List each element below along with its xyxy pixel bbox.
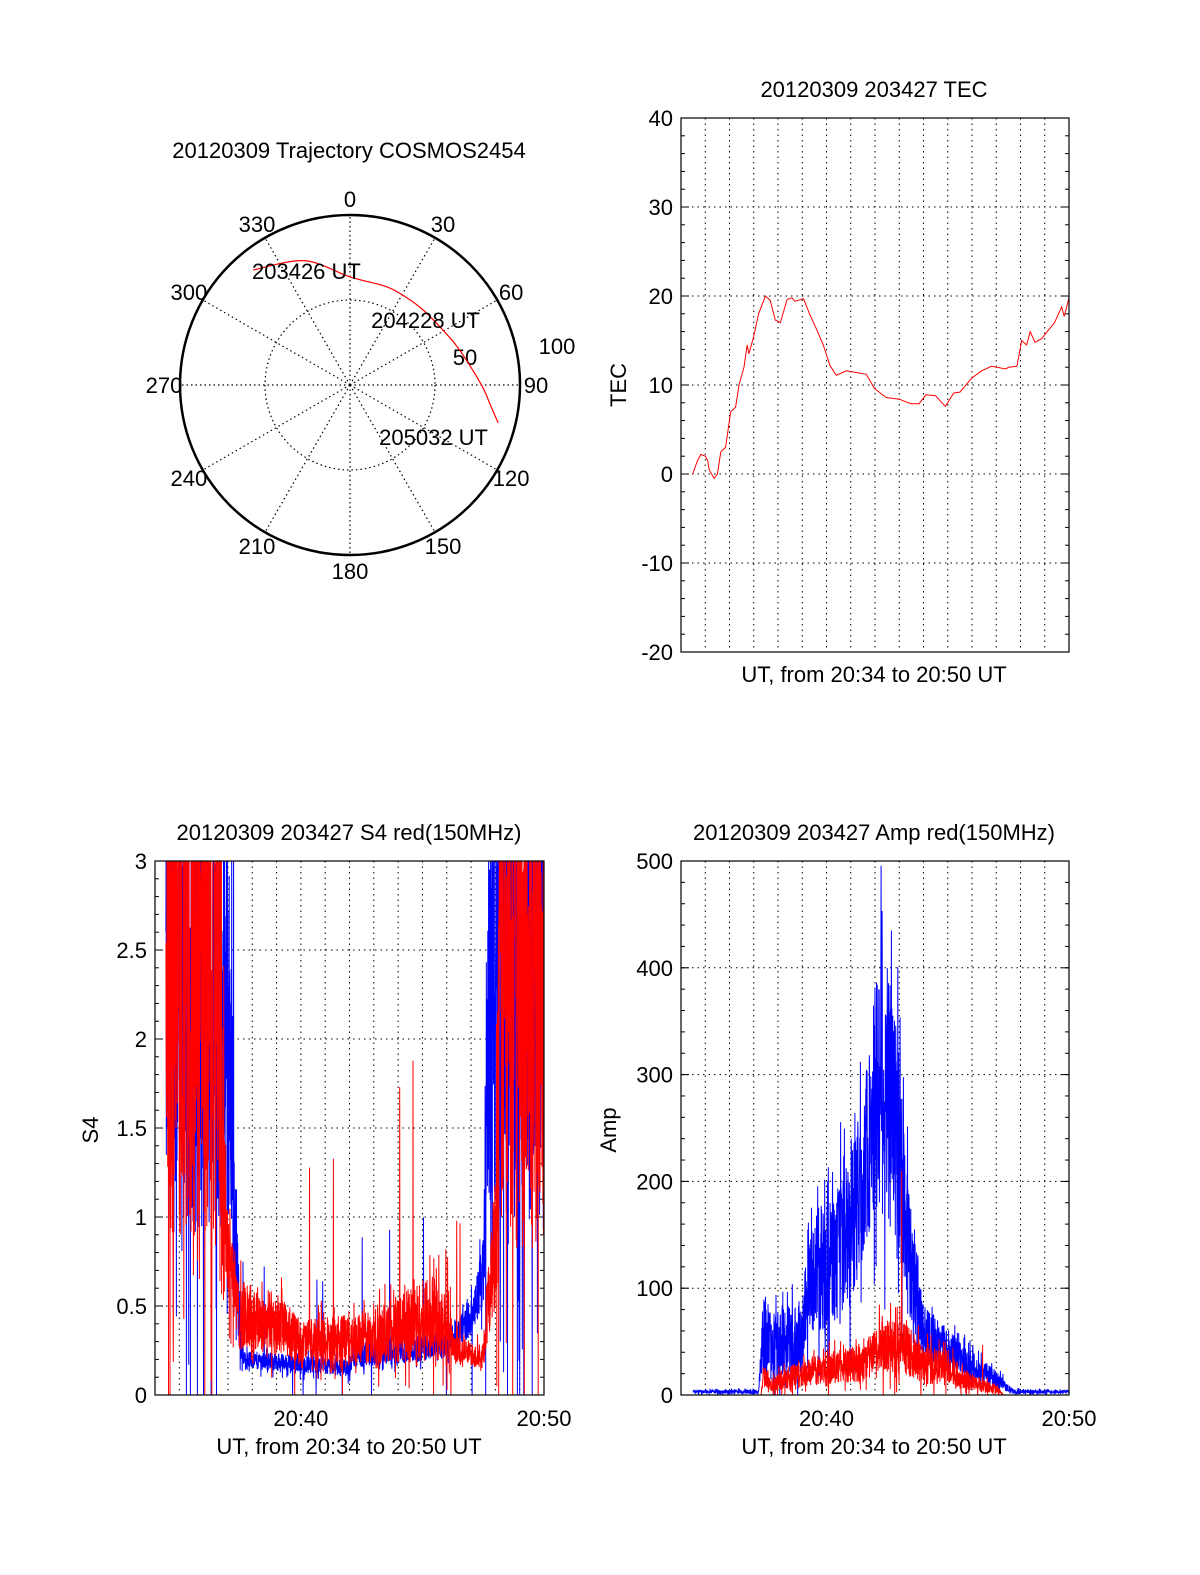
trajectory-time-label: 203426 UT — [252, 259, 361, 284]
y-tick-label: -10 — [641, 551, 673, 576]
angle-label: 30 — [431, 212, 455, 237]
y-tick-label: 10 — [649, 373, 673, 398]
y-tick-label: 0 — [135, 1383, 147, 1408]
trajectory-time-label: 204228 UT — [371, 308, 480, 333]
series-group — [165, 861, 544, 1395]
spoke-gridline — [202, 299, 351, 386]
spoke-gridline — [202, 384, 351, 471]
y-tick-label: 1.5 — [116, 1116, 147, 1141]
angle-label: 210 — [239, 534, 276, 559]
y-tick-label: 0 — [661, 462, 673, 487]
x-tick-label: 20:50 — [516, 1406, 571, 1431]
plot-frame — [680, 117, 1070, 653]
y-tick-label: 100 — [636, 1276, 673, 1301]
series-group — [692, 865, 1069, 1395]
polar-title: 20120309 Trajectory COSMOS2454 — [172, 138, 525, 163]
outer-circle — [178, 213, 522, 557]
plot-frame — [680, 860, 1070, 1396]
angle-label: 0 — [344, 187, 356, 212]
radial-label: 100 — [539, 334, 576, 359]
amp-title: 20120309 203427 Amp red(150MHz) — [693, 820, 1055, 845]
trajectory-line — [253, 260, 499, 424]
y-tick-label: 2.5 — [116, 938, 147, 963]
series-line-blue — [692, 865, 1069, 1395]
s4-xlabel: UT, from 20:34 to 20:50 UT — [216, 1434, 481, 1459]
y-tick-label: 0 — [661, 1383, 673, 1408]
tec-title: 20120309 203427 TEC — [760, 77, 987, 102]
s4-title: 20120309 203427 S4 red(150MHz) — [177, 820, 522, 845]
spoke-gridline — [349, 299, 498, 386]
series-line-tec — [692, 295, 1069, 480]
s4-plot: 0 0.5 1 1.5 2 2.5 3 20:40 20:50 — [116, 849, 571, 1431]
spoke-gridline — [349, 384, 498, 471]
angle-label: 180 — [332, 559, 369, 584]
tec-ylabel: TEC — [606, 363, 631, 407]
y-tick-label: 20 — [649, 284, 673, 309]
s4-ylabel: S4 — [78, 1117, 103, 1144]
angle-label: 90 — [524, 373, 548, 398]
spoke-gridline — [264, 384, 351, 533]
x-tick-label: 20:50 — [1041, 1406, 1096, 1431]
plot-frame — [154, 860, 545, 1396]
angle-label: 330 — [239, 212, 276, 237]
spoke-gridline — [264, 237, 351, 386]
y-tick-label: 200 — [636, 1169, 673, 1194]
y-tick-label: 3 — [135, 849, 147, 874]
series-line-red — [693, 1170, 1069, 1395]
angle-label: 270 — [146, 373, 183, 398]
angle-label: 240 — [171, 466, 208, 491]
inner-circle-gridline — [264, 299, 436, 471]
tec-plot: -20 -10 0 10 20 30 40 — [641, 106, 1070, 665]
amp-plot: 0 100 200 300 400 500 20:40 20:50 — [636, 849, 1096, 1431]
y-tick-label: 300 — [636, 1063, 673, 1088]
spoke-gridline — [349, 384, 436, 533]
y-tick-label: 2 — [135, 1027, 147, 1052]
series-line-red — [165, 861, 544, 1395]
spoke-gridline — [349, 237, 436, 386]
angle-label: 120 — [493, 466, 530, 491]
y-tick-label: 400 — [636, 956, 673, 981]
trajectory-time-label: 205032 UT — [379, 425, 488, 450]
y-tick-label: 1 — [135, 1205, 147, 1230]
amp-xlabel: UT, from 20:34 to 20:50 UT — [741, 1434, 1006, 1459]
y-tick-label: 30 — [649, 195, 673, 220]
y-tick-label: 500 — [636, 849, 673, 874]
series-group — [692, 295, 1069, 480]
angle-label: 300 — [171, 280, 208, 305]
y-tick-label: 0.5 — [116, 1294, 147, 1319]
amp-ylabel: Amp — [596, 1107, 621, 1152]
y-tick-label: 40 — [649, 106, 673, 131]
x-tick-label: 20:40 — [273, 1406, 328, 1431]
angle-label: 150 — [425, 534, 462, 559]
y-tick-label: -20 — [641, 640, 673, 665]
tec-xlabel: UT, from 20:34 to 20:50 UT — [741, 662, 1006, 687]
angle-label: 60 — [499, 280, 523, 305]
x-tick-label: 20:40 — [799, 1406, 854, 1431]
